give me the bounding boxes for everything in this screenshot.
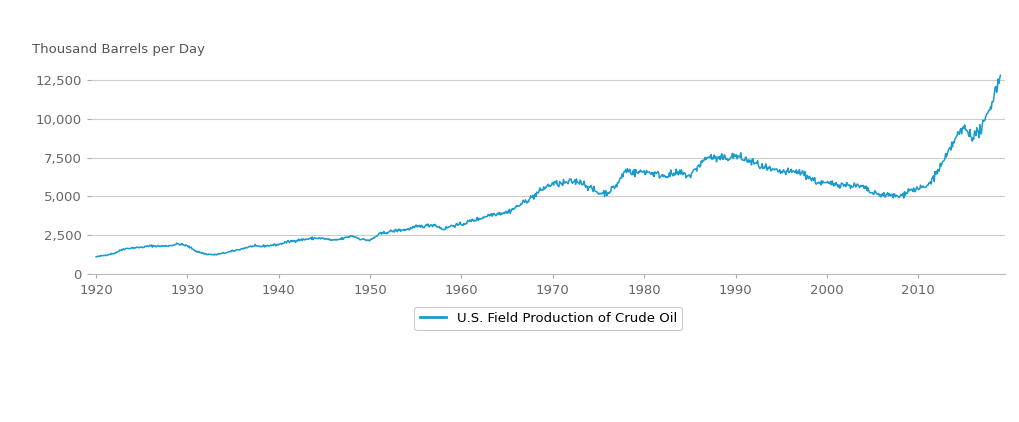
Text: Thousand Barrels per Day: Thousand Barrels per Day	[32, 43, 205, 57]
Legend: U.S. Field Production of Crude Oil: U.S. Field Production of Crude Oil	[414, 307, 682, 330]
